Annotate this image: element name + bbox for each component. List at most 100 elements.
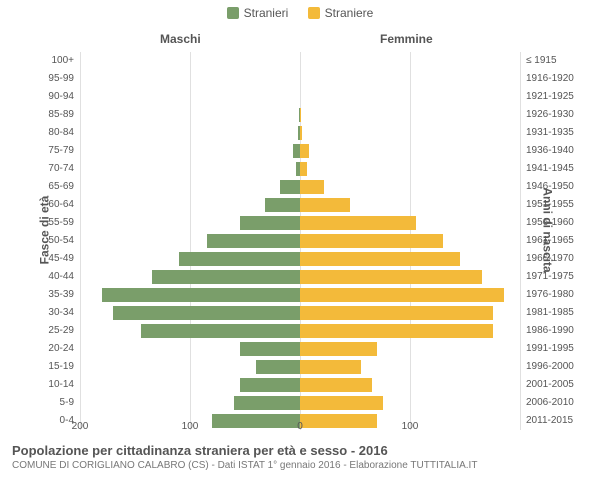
birth-label: 1956-1960 [526, 214, 596, 232]
birth-label: 2006-2010 [526, 394, 596, 412]
bar-male [256, 360, 300, 374]
age-label: 20-24 [14, 340, 74, 358]
age-label: 30-34 [14, 304, 74, 322]
bar-female [300, 144, 309, 158]
birth-label: 1961-1965 [526, 232, 596, 250]
legend-label-male: Stranieri [244, 6, 289, 20]
bar-female [300, 324, 493, 338]
age-label: 85-89 [14, 106, 74, 124]
chart-container: Stranieri Straniere Maschi Femmine Fasce… [0, 0, 600, 500]
bar-female [300, 288, 504, 302]
birth-label: 1951-1955 [526, 196, 596, 214]
bar-male [240, 378, 301, 392]
x-tick: 100 [402, 421, 419, 432]
chart-area: Maschi Femmine Fasce di età Anni di nasc… [0, 22, 600, 437]
bar-female [300, 198, 350, 212]
birth-label: 1986-1990 [526, 322, 596, 340]
bar-female [300, 126, 302, 140]
bar-female [300, 216, 416, 230]
birth-label: 1941-1945 [526, 160, 596, 178]
pyramid-row [80, 394, 520, 412]
pyramid-row [80, 124, 520, 142]
age-label: 40-44 [14, 268, 74, 286]
birth-label: 1966-1970 [526, 250, 596, 268]
bar-male [265, 198, 300, 212]
age-label: 100+ [14, 52, 74, 70]
pyramid-row [80, 232, 520, 250]
age-label: 10-14 [14, 376, 74, 394]
pyramid-row [80, 70, 520, 88]
age-label: 95-99 [14, 70, 74, 88]
birth-label: 2001-2005 [526, 376, 596, 394]
age-label: 25-29 [14, 322, 74, 340]
birth-label: 1926-1930 [526, 106, 596, 124]
pyramid-row [80, 358, 520, 376]
bar-female [300, 306, 493, 320]
bar-female [300, 234, 443, 248]
age-label: 5-9 [14, 394, 74, 412]
bar-male [152, 270, 301, 284]
age-label: 75-79 [14, 142, 74, 160]
chart-subtitle: COMUNE DI CORIGLIANO CALABRO (CS) - Dati… [12, 460, 588, 471]
legend-label-female: Straniere [325, 6, 374, 20]
bar-female [300, 270, 482, 284]
pyramid-row [80, 376, 520, 394]
footer: Popolazione per cittadinanza straniera p… [0, 437, 600, 471]
bar-male [179, 252, 300, 266]
pyramid-row [80, 106, 520, 124]
bar-male [280, 180, 300, 194]
x-tick: 200 [72, 421, 89, 432]
pyramid-row [80, 214, 520, 232]
x-tick: 100 [182, 421, 199, 432]
birth-label: 1916-1920 [526, 70, 596, 88]
bar-male [113, 306, 300, 320]
pyramid-row [80, 160, 520, 178]
bar-male [207, 234, 301, 248]
legend-item-female: Straniere [308, 6, 374, 20]
birth-label: 1931-1935 [526, 124, 596, 142]
bar-female [300, 342, 377, 356]
birth-label: 1991-1995 [526, 340, 596, 358]
pyramid-row [80, 322, 520, 340]
bar-female [300, 180, 324, 194]
age-label: 90-94 [14, 88, 74, 106]
age-label: 70-74 [14, 160, 74, 178]
x-axis: 2001000100 [80, 421, 520, 435]
age-label: 0-4 [14, 412, 74, 430]
gridline [520, 52, 521, 430]
pyramid-row [80, 142, 520, 160]
x-tick: 0 [297, 421, 303, 432]
birth-label: ≤ 1915 [526, 52, 596, 70]
age-label: 35-39 [14, 286, 74, 304]
legend: Stranieri Straniere [0, 0, 600, 22]
pyramid-row [80, 88, 520, 106]
pyramid-row [80, 178, 520, 196]
bar-female [300, 252, 460, 266]
pyramid-row [80, 286, 520, 304]
bar-male [240, 342, 301, 356]
pyramid-row [80, 196, 520, 214]
pyramid-row [80, 304, 520, 322]
birth-label: 1946-1950 [526, 178, 596, 196]
swatch-female [308, 7, 320, 19]
plot-area [80, 52, 520, 430]
age-label: 55-59 [14, 214, 74, 232]
age-label: 65-69 [14, 178, 74, 196]
bar-male [234, 396, 300, 410]
bar-female [300, 162, 307, 176]
bar-male [102, 288, 300, 302]
header-male: Maschi [160, 32, 201, 46]
birth-label: 1936-1940 [526, 142, 596, 160]
age-label: 15-19 [14, 358, 74, 376]
pyramid-row [80, 268, 520, 286]
pyramid-row [80, 250, 520, 268]
bar-male [240, 216, 301, 230]
bar-female [300, 396, 383, 410]
age-label: 50-54 [14, 232, 74, 250]
bar-male [141, 324, 301, 338]
birth-label: 2011-2015 [526, 412, 596, 430]
birth-label: 1981-1985 [526, 304, 596, 322]
bar-female [300, 108, 301, 122]
age-label: 45-49 [14, 250, 74, 268]
birth-label: 1996-2000 [526, 358, 596, 376]
